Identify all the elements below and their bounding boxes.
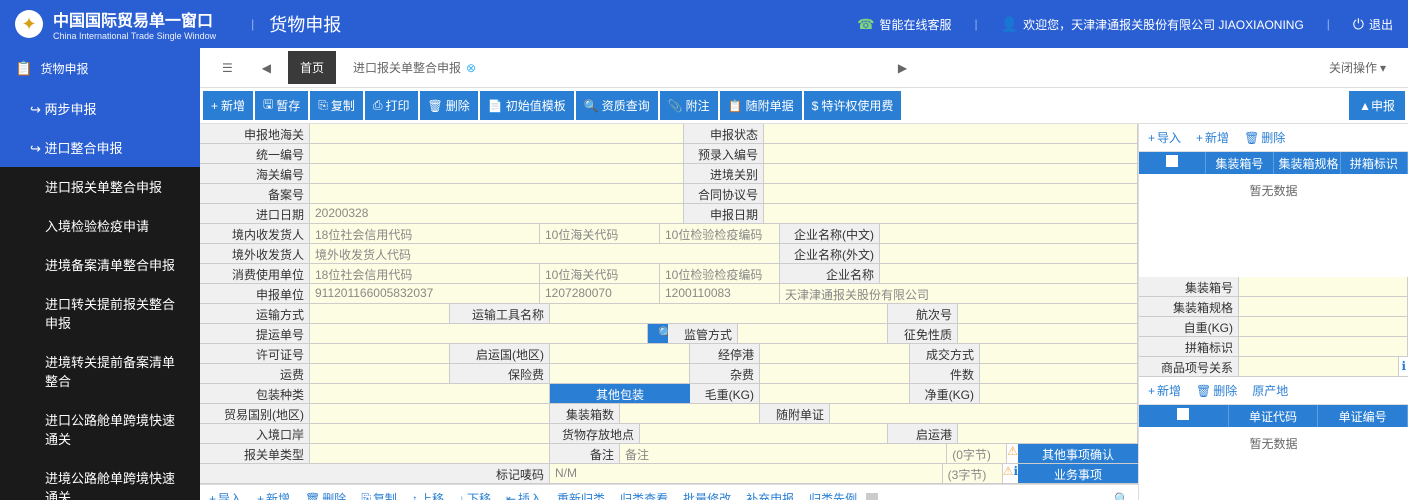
p1-delete[interactable]: 🗑删除 (1238, 127, 1291, 148)
user-info[interactable]: 👤欢迎您，天津津通报关股份有限公司 JIAOXIAONING (1001, 16, 1304, 33)
delete-button[interactable]: 🗑删除 (420, 91, 478, 120)
sidebar-item-0[interactable]: ↪ 两步申报 (0, 89, 200, 128)
bt-insert[interactable]: ⇤插入 (500, 488, 548, 500)
sidebar-item-7[interactable]: 进口公路舱单跨境快速通关 (0, 400, 200, 458)
lookup-icon[interactable]: 🔍 (648, 324, 668, 343)
other-pkg-button[interactable]: 其他包装 (550, 384, 690, 403)
p1-add[interactable]: +新增 (1190, 127, 1235, 148)
close-operations[interactable]: 关闭操作 ▾ (1317, 51, 1398, 84)
brand-en: China International Trade Single Window (53, 31, 216, 41)
form-left: 申报地海关申报状态 统一编号预录入编号 海关编号进境关别 备案号合同协议号 进口… (200, 124, 1138, 500)
bt-modify[interactable]: 批量修改 (677, 488, 737, 500)
p3-cols: 单证代码 单证编号 (1139, 405, 1408, 427)
fee-button[interactable]: $特许权使用费 (804, 91, 902, 120)
nav-fwd-icon[interactable]: ▶ (886, 53, 919, 83)
add-button[interactable]: +新增 (203, 91, 253, 120)
bt-batch[interactable]: 归类查看 (614, 488, 674, 500)
p1-header: +导入 +新增 🗑删除 (1139, 124, 1408, 152)
header: ✦ 中国国际贸易单一窗口 China International Trade S… (0, 0, 1408, 48)
customs-input[interactable] (310, 124, 684, 143)
attach-button[interactable]: 📎附注 (660, 91, 718, 120)
bt-up[interactable]: ↑上移 (406, 488, 450, 500)
sidebar-item-4[interactable]: 进境备案清单整合申报 (0, 245, 200, 284)
module-title: 货物申报 (269, 11, 341, 37)
sidebar-item-2[interactable]: 进口报关单整合申报 (0, 167, 200, 206)
bt-supp[interactable]: 补充申报 (740, 488, 800, 500)
form-area: 申报地海关申报状态 统一编号预录入编号 海关编号进境关别 备案号合同协议号 进口… (200, 124, 1408, 500)
print-button[interactable]: ⎙打印 (365, 91, 418, 120)
tab-home[interactable]: 首页 (288, 51, 336, 84)
sidebar-item-3[interactable]: 入境检验检疫申请 (0, 206, 200, 245)
bt-down[interactable]: ↓下移 (453, 488, 497, 500)
biz-button[interactable]: 业务事项 (1018, 464, 1138, 483)
brand: 中国国际贸易单一窗口 China International Trade Sin… (53, 7, 216, 41)
brand-cn: 中国国际贸易单一窗口 (53, 7, 216, 31)
smart-service[interactable]: ☎智能在线客服 (857, 16, 951, 33)
bt-copy[interactable]: ⎘复制 (355, 488, 403, 500)
close-icon[interactable]: ⊗ (466, 61, 476, 75)
logo: ✦ (15, 10, 43, 38)
p1-cols: 集装箱号 集装箱规格 拼箱标识 (1139, 152, 1408, 174)
content: ☰ ◀ 首页 进口报关单整合申报⊗ ▶ 关闭操作 ▾ +新增 🖫暂存 ⎘复制 ⎙… (200, 48, 1408, 500)
sidebar-item-1[interactable]: ↪ 进口整合申报 (0, 128, 200, 167)
p1-empty: 暂无数据 (1139, 174, 1408, 207)
bt-add[interactable]: +新增 (251, 488, 296, 500)
nav-back-icon[interactable]: ◀ (250, 53, 283, 83)
sidebar-item-8[interactable]: 进境公路舱单跨境快速通关 (0, 458, 200, 500)
bt-example[interactable]: 归类先例 (803, 488, 863, 500)
tab-1[interactable]: 进口报关单整合申报⊗ (341, 51, 488, 84)
p3-empty: 暂无数据 (1139, 427, 1408, 460)
other-confirm-button[interactable]: 其他事项确认 (1018, 444, 1138, 463)
divider: | (251, 17, 254, 31)
menu-icon[interactable]: ☰ (210, 53, 245, 83)
sidebar-item-5[interactable]: 进口转关提前报关整合申报 (0, 284, 200, 342)
query-button[interactable]: 🔍资质查询 (576, 91, 658, 120)
copy-button[interactable]: ⎘复制 (310, 91, 363, 120)
p1-import[interactable]: +导入 (1142, 127, 1187, 148)
tabs: ☰ ◀ 首页 进口报关单整合申报⊗ ▶ 关闭操作 ▾ (200, 48, 1408, 88)
header-right: ☎智能在线客服 | 👤欢迎您，天津津通报关股份有限公司 JIAOXIAONING… (857, 16, 1393, 33)
declare-button[interactable]: ▲申报 (1349, 91, 1405, 120)
sidebar-item-6[interactable]: 进境转关提前备案清单整合 (0, 342, 200, 400)
bottom-toolbar: +导入 +新增 🗑删除 ⎘复制 ↑上移 ↓下移 ⇤插入 重新归类 归类查看 批量… (200, 484, 1138, 500)
logout-button[interactable]: ⏻退出 (1353, 16, 1393, 33)
template-button[interactable]: 📄初始值模板 (480, 91, 574, 120)
toolbar: +新增 🖫暂存 ⎘复制 ⎙打印 🗑删除 📄初始值模板 🔍资质查询 📎附注 📋随附… (200, 88, 1408, 124)
p3-header: +新增 🗑删除 原产地 (1139, 377, 1408, 405)
p3-delete[interactable]: 🗑删除 (1190, 380, 1243, 401)
search-icon[interactable]: 🔍 (1108, 490, 1135, 500)
main: 📋 货物申报 ↪ 两步申报↪ 进口整合申报进口报关单整合申报入境检验检疫申请进境… (0, 48, 1408, 500)
bt-delete[interactable]: 🗑删除 (299, 488, 352, 500)
p3-origin[interactable]: 原产地 (1246, 380, 1294, 401)
sidebar-title: 📋 货物申报 (0, 48, 200, 89)
sidebar: 📋 货物申报 ↪ 两步申报↪ 进口整合申报进口报关单整合申报入境检验检疫申请进境… (0, 48, 200, 500)
save-button[interactable]: 🖫暂存 (255, 91, 308, 120)
bt-import[interactable]: +导入 (203, 488, 248, 500)
p3-add[interactable]: +新增 (1142, 380, 1187, 401)
doc-button[interactable]: 📋随附单据 (720, 91, 802, 120)
form-right: +导入 +新增 🗑删除 集装箱号 集装箱规格 拼箱标识 暂无数据 集装箱号 集装… (1138, 124, 1408, 500)
bt-reclass[interactable]: 重新归类 (551, 488, 611, 500)
